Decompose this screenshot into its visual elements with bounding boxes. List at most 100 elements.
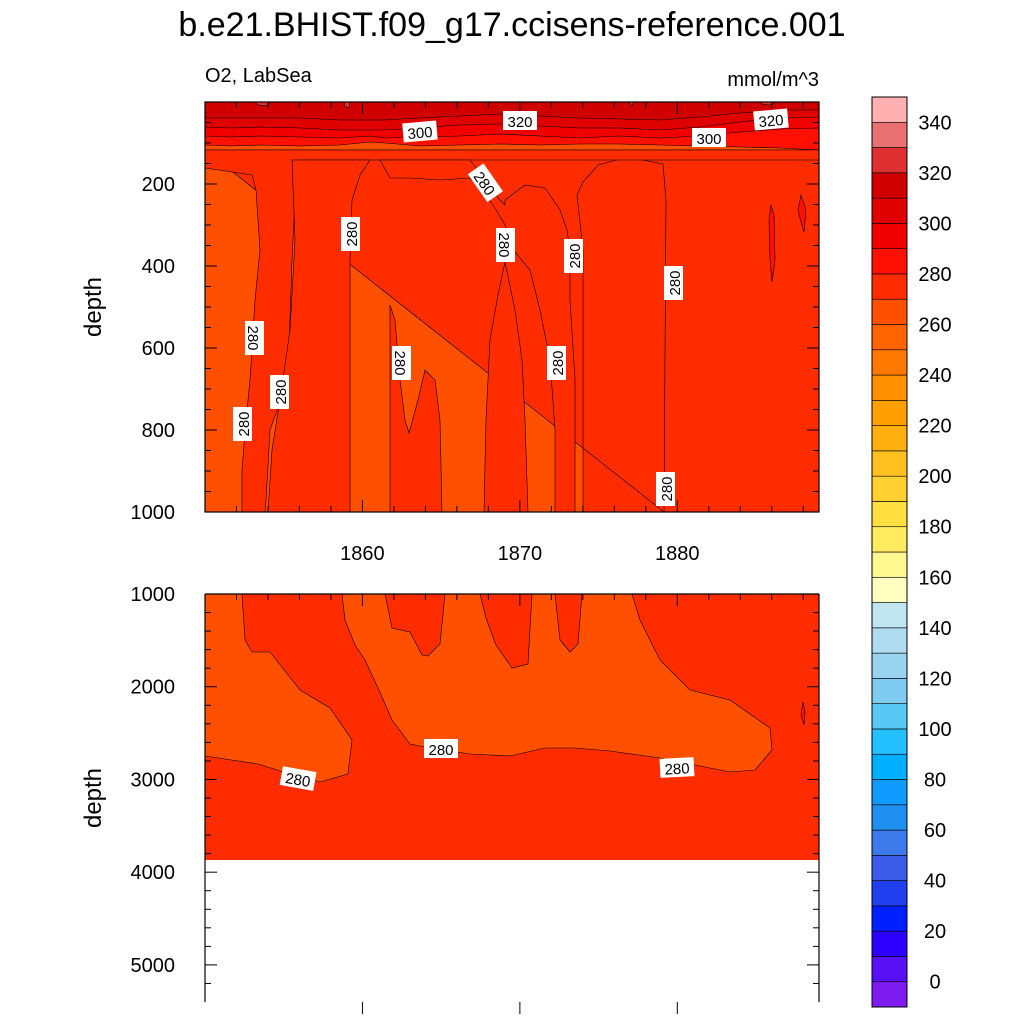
- contour-label-box: [424, 739, 458, 758]
- contour-label-text: 280: [567, 243, 584, 268]
- figure-title: b.e21.BHIST.f09_g17.ccisens-reference.00…: [178, 6, 845, 44]
- contour-label: 300: [692, 128, 726, 148]
- lower-region-280: [800, 701, 806, 726]
- contour-label-box: [392, 346, 411, 380]
- colorbar-tick-label: 0: [929, 972, 940, 994]
- y-tick-label: 600: [142, 338, 175, 360]
- colorbar-tick-label: 200: [918, 466, 951, 488]
- lower-ylabel: depth: [80, 768, 107, 828]
- colorbar-tick-label: 20: [924, 921, 946, 943]
- y-tick-label: 1000: [131, 502, 176, 524]
- colorbar-tick-label: 220: [918, 416, 951, 438]
- colorbar-swatch: [871, 981, 908, 1008]
- contour-label: 280: [664, 266, 684, 300]
- colorbar-tick-label: 80: [924, 770, 946, 792]
- upper-ticks: 200 400 600 800 1000 1860 1870 1880: [131, 102, 819, 565]
- contour-label: 280: [279, 766, 317, 791]
- upper-region-270: [483, 261, 529, 512]
- colorbar-swatch: [871, 905, 908, 932]
- contour-label-text: 280: [495, 232, 512, 257]
- contour-label-text: 320: [758, 112, 784, 131]
- contour-label: 280: [659, 757, 695, 779]
- contour-label-box: [402, 120, 438, 143]
- lower-region-260: [205, 594, 353, 783]
- colorbar-tick-label: 340: [918, 112, 951, 134]
- contour-label-text: 280: [273, 379, 290, 404]
- colorbar-swatch: [871, 400, 908, 426]
- colorbar-swatch: [871, 121, 908, 148]
- contour-label-box: [467, 163, 503, 203]
- lower-ticks: 1000 2000 3000 4000 5000: [131, 584, 820, 1014]
- colorbar-tick-label: 60: [924, 820, 946, 842]
- colorbar-swatch: [871, 753, 908, 780]
- colorbar-swatch: [871, 829, 908, 856]
- colorbar-swatch: [871, 880, 908, 907]
- colorbar-swatch: [871, 349, 908, 376]
- contour-label-text: 280: [550, 350, 567, 375]
- contour-label-box: [245, 321, 264, 355]
- colorbar-tick-label: 180: [918, 517, 951, 539]
- y-tick-label: 1000: [131, 584, 176, 606]
- colorbar-swatch: [871, 273, 908, 300]
- contour-label-text: 320: [507, 114, 532, 131]
- colorbar-swatch: [871, 475, 908, 502]
- contour-label-box: [753, 108, 789, 131]
- colorbar-tick-label: 40: [924, 871, 946, 893]
- colorbar-swatch: [871, 728, 908, 755]
- contour-label-box: [692, 128, 726, 147]
- contour-label-box: [496, 228, 515, 262]
- colorbar: 0 20 40 60 80 100 120 140 160 180 200 220 240 260 280 3…: [871, 96, 952, 1008]
- colorbar-swatch: [871, 223, 908, 249]
- contour-label-text: 280: [428, 742, 453, 759]
- colorbar-tick-label: 120: [918, 668, 951, 690]
- x-tick-label: 1880: [655, 543, 700, 565]
- colorbar-swatch: [871, 678, 908, 704]
- contour-label-box: [341, 217, 360, 251]
- contour-label-text: 280: [664, 760, 690, 778]
- contour-label-box: [656, 472, 675, 506]
- colorbar-tick-label: 260: [918, 315, 951, 337]
- x-tick-label: 1860: [340, 543, 385, 565]
- x-tick-label: 1870: [498, 543, 543, 565]
- contour-label-text: 280: [391, 350, 408, 375]
- y-tick-label: 5000: [131, 955, 176, 977]
- colorbar-swatch: [871, 324, 908, 351]
- no-data-region: [205, 860, 819, 1010]
- colorbar-tick-label: 320: [918, 163, 951, 185]
- units-string: mmol/m^3: [727, 69, 819, 91]
- colorbar-swatch: [871, 652, 908, 679]
- left-string: O2, LabSea: [205, 65, 313, 87]
- contour-label: 280: [564, 239, 584, 273]
- contour-label-box: [664, 266, 683, 300]
- contour-label-box: [564, 239, 583, 273]
- colorbar-tick-label: 300: [918, 213, 951, 235]
- colorbar-swatch: [871, 930, 908, 957]
- contour-label: 280: [391, 346, 411, 380]
- colorbar-swatch: [871, 298, 908, 325]
- colorbar-swatch: [871, 855, 908, 881]
- y-tick-label: 800: [142, 420, 175, 442]
- colorbar-swatch: [871, 526, 908, 553]
- contour-label-text: 300: [696, 131, 721, 148]
- upper-region-280: [797, 193, 807, 233]
- contour-label-box: [503, 111, 537, 130]
- colorbar-tick-label: 240: [918, 365, 951, 387]
- colorbar-swatch: [871, 172, 908, 199]
- contour-label: 280: [341, 217, 361, 251]
- contour-label: 280: [233, 407, 253, 441]
- colorbar-swatch: [871, 425, 908, 452]
- colorbar-swatch: [871, 576, 908, 603]
- contour-label: 280: [424, 739, 458, 759]
- colorbar-tick-label: 100: [918, 719, 951, 741]
- contour-label-box: [270, 375, 289, 409]
- contour-label-box: [233, 407, 252, 441]
- contour-label: 280: [495, 228, 515, 262]
- upper-contour-labels: 300 320 320 300 280 280 280 280 280 280 280 280 280 2…: [233, 108, 789, 506]
- colorbar-tick-label: 280: [918, 264, 951, 286]
- colorbar-swatch: [871, 248, 908, 275]
- contour-label: 320: [503, 111, 537, 131]
- colorbar-tick-label: 160: [918, 567, 951, 589]
- colorbar-swatch: [871, 147, 908, 174]
